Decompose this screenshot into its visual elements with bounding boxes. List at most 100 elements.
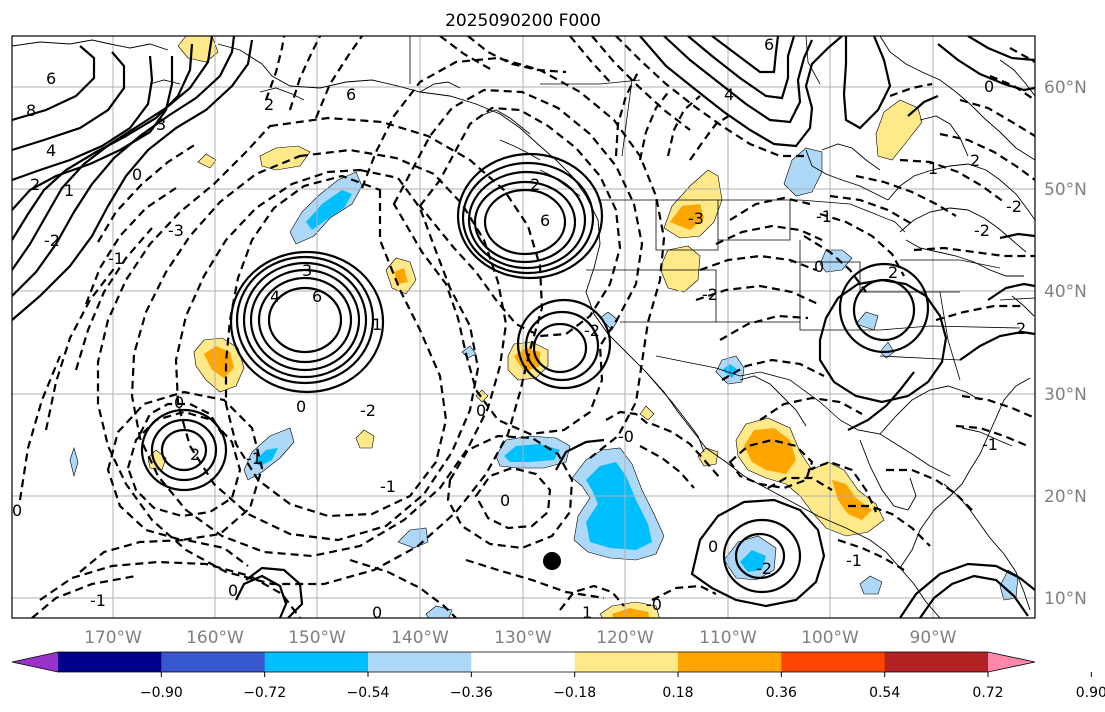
contour-label: 0 bbox=[814, 257, 824, 276]
negative-shading bbox=[69, 147, 1019, 618]
contour-label: 1 bbox=[582, 603, 592, 622]
colorbar-tick-label: 0.36 bbox=[766, 685, 797, 701]
lat-label: 20°N bbox=[1044, 487, 1087, 507]
colorbar-over-arrow bbox=[988, 652, 1035, 672]
colorbar-bin bbox=[678, 652, 782, 672]
contour-label: 4 bbox=[46, 141, 56, 160]
contour-label: 1 bbox=[372, 315, 382, 334]
contour-label: 1 bbox=[64, 181, 74, 200]
colorbar-tick-label: 0.72 bbox=[972, 685, 1003, 701]
solid-contours bbox=[12, 36, 1035, 618]
contour-label: 6 bbox=[46, 69, 56, 88]
colorbar-tick-label: −0.18 bbox=[553, 685, 596, 701]
contour-label: 1 bbox=[928, 159, 938, 178]
lat-label: 50°N bbox=[1044, 180, 1087, 200]
contour-label: 0 bbox=[500, 491, 510, 510]
map-content: 6 8 3 4 2 1 0 -3 -2 -1 6 3 6 4 6 2 1 0 0… bbox=[12, 35, 1035, 622]
colorbar-tick-label: −0.90 bbox=[140, 685, 183, 701]
colorbar-bin bbox=[781, 652, 886, 672]
contour-label: -2 bbox=[584, 321, 600, 340]
colorbar-tick-label: 0.54 bbox=[869, 685, 900, 701]
colorbar: −0.90 −0.72 −0.54 −0.36 −0.18 0.18 0.36 0.54 0.7… bbox=[11, 651, 1105, 701]
contour-label: 2 bbox=[888, 263, 898, 282]
contour-label: -2 bbox=[974, 221, 990, 240]
colorbar-tick-label: −0.36 bbox=[450, 685, 493, 701]
contour-label: 2 bbox=[190, 445, 200, 464]
contour-label: -3 bbox=[168, 221, 184, 240]
contour-label: 0 bbox=[708, 537, 718, 556]
contour-labels: 6 8 3 4 2 1 0 -3 -2 -1 6 3 6 4 6 2 1 0 0… bbox=[12, 35, 1026, 622]
contour-label: -1 bbox=[380, 477, 396, 496]
lon-label: 140°W bbox=[391, 628, 449, 648]
colorbar-tick-label: 0.18 bbox=[662, 685, 693, 701]
location-marker bbox=[543, 552, 561, 570]
lon-label: 120°W bbox=[596, 628, 654, 648]
contour-label: -2 bbox=[702, 285, 718, 304]
contour-label: 6 bbox=[346, 85, 356, 104]
contour-label: -1 bbox=[90, 591, 106, 610]
contour-label: 0 bbox=[228, 581, 238, 600]
colorbar-tick-label: 0.90 bbox=[1076, 685, 1105, 701]
contour-label: 3 bbox=[302, 261, 312, 280]
contour-label: 0 bbox=[296, 397, 306, 416]
contour-label: -1 bbox=[108, 249, 124, 268]
lon-label: 100°W bbox=[801, 628, 859, 648]
colorbar-bin bbox=[471, 652, 576, 672]
contour-label: 6 bbox=[540, 211, 550, 230]
lat-label: 40°N bbox=[1044, 282, 1087, 302]
map-frame bbox=[11, 35, 1036, 619]
colorbar-under-arrow bbox=[12, 652, 58, 672]
colorbar-tick-label: −0.54 bbox=[347, 685, 390, 701]
colorbar-bin bbox=[884, 652, 989, 672]
dashed-contours bbox=[18, 36, 1035, 618]
contour-label: -2 bbox=[756, 559, 772, 578]
lon-label: 110°W bbox=[699, 628, 757, 648]
lat-label: 60°N bbox=[1044, 78, 1087, 98]
colorbar-bins bbox=[58, 652, 989, 672]
lon-label: 160°W bbox=[186, 628, 244, 648]
political-boundaries bbox=[409, 36, 1035, 421]
contour-label: 2 bbox=[30, 175, 40, 194]
colorbar-bin bbox=[58, 652, 162, 672]
contour-label: 2 bbox=[264, 95, 274, 114]
contour-label: -0 bbox=[618, 427, 634, 446]
contour-label: -1 bbox=[846, 551, 862, 570]
colorbar-bin bbox=[574, 652, 679, 672]
latitude-labels: 60°N 50°N 40°N 30°N 20°N 10°N bbox=[1044, 78, 1087, 609]
contour-label: 8 bbox=[26, 101, 36, 120]
contour-label: 4 bbox=[724, 85, 734, 104]
longitude-labels: 170°W 160°W 150°W 140°W 130°W 120°W 110°… bbox=[84, 628, 957, 648]
contour-label: -1 bbox=[246, 449, 262, 468]
colorbar-outline bbox=[11, 651, 1036, 673]
contour-label: 2 bbox=[1016, 319, 1026, 338]
contour-label: 0 bbox=[476, 401, 486, 420]
colorbar-bin bbox=[264, 652, 369, 672]
contour-label: -1 bbox=[816, 207, 832, 226]
lat-label: 10°N bbox=[1044, 589, 1087, 609]
lat-label: 30°N bbox=[1044, 385, 1087, 405]
lon-label: 90°W bbox=[910, 628, 957, 648]
contour-label: 6 bbox=[312, 287, 322, 306]
colorbar-tick-label: −0.72 bbox=[243, 685, 286, 701]
lon-label: 150°W bbox=[288, 628, 346, 648]
map-title: 2025090200 F000 bbox=[445, 11, 601, 31]
contour-label: 0 bbox=[12, 501, 22, 520]
contour-label: 0 bbox=[372, 603, 382, 622]
colorbar-bin bbox=[368, 652, 472, 672]
colorbar-bin bbox=[161, 652, 266, 672]
lon-label: 130°W bbox=[494, 628, 552, 648]
contour-label: 3 bbox=[156, 115, 166, 134]
contour-label: 0 bbox=[984, 77, 994, 96]
contour-label: -1 bbox=[982, 435, 998, 454]
contour-label: 4 bbox=[270, 287, 280, 306]
contour-label: -2 bbox=[360, 401, 376, 420]
contour-label: 6 bbox=[764, 35, 774, 54]
contour-label: 0 bbox=[132, 165, 142, 184]
contour-label: -3 bbox=[688, 209, 704, 228]
contour-label: 2 bbox=[970, 151, 980, 170]
contour-label: -2 bbox=[44, 231, 60, 250]
colorbar-ticks: −0.90 −0.72 −0.54 −0.36 −0.18 0.18 0.36 0.54 0.7… bbox=[140, 672, 1105, 701]
contour-label: 0 bbox=[174, 393, 184, 412]
lon-label: 170°W bbox=[84, 628, 142, 648]
